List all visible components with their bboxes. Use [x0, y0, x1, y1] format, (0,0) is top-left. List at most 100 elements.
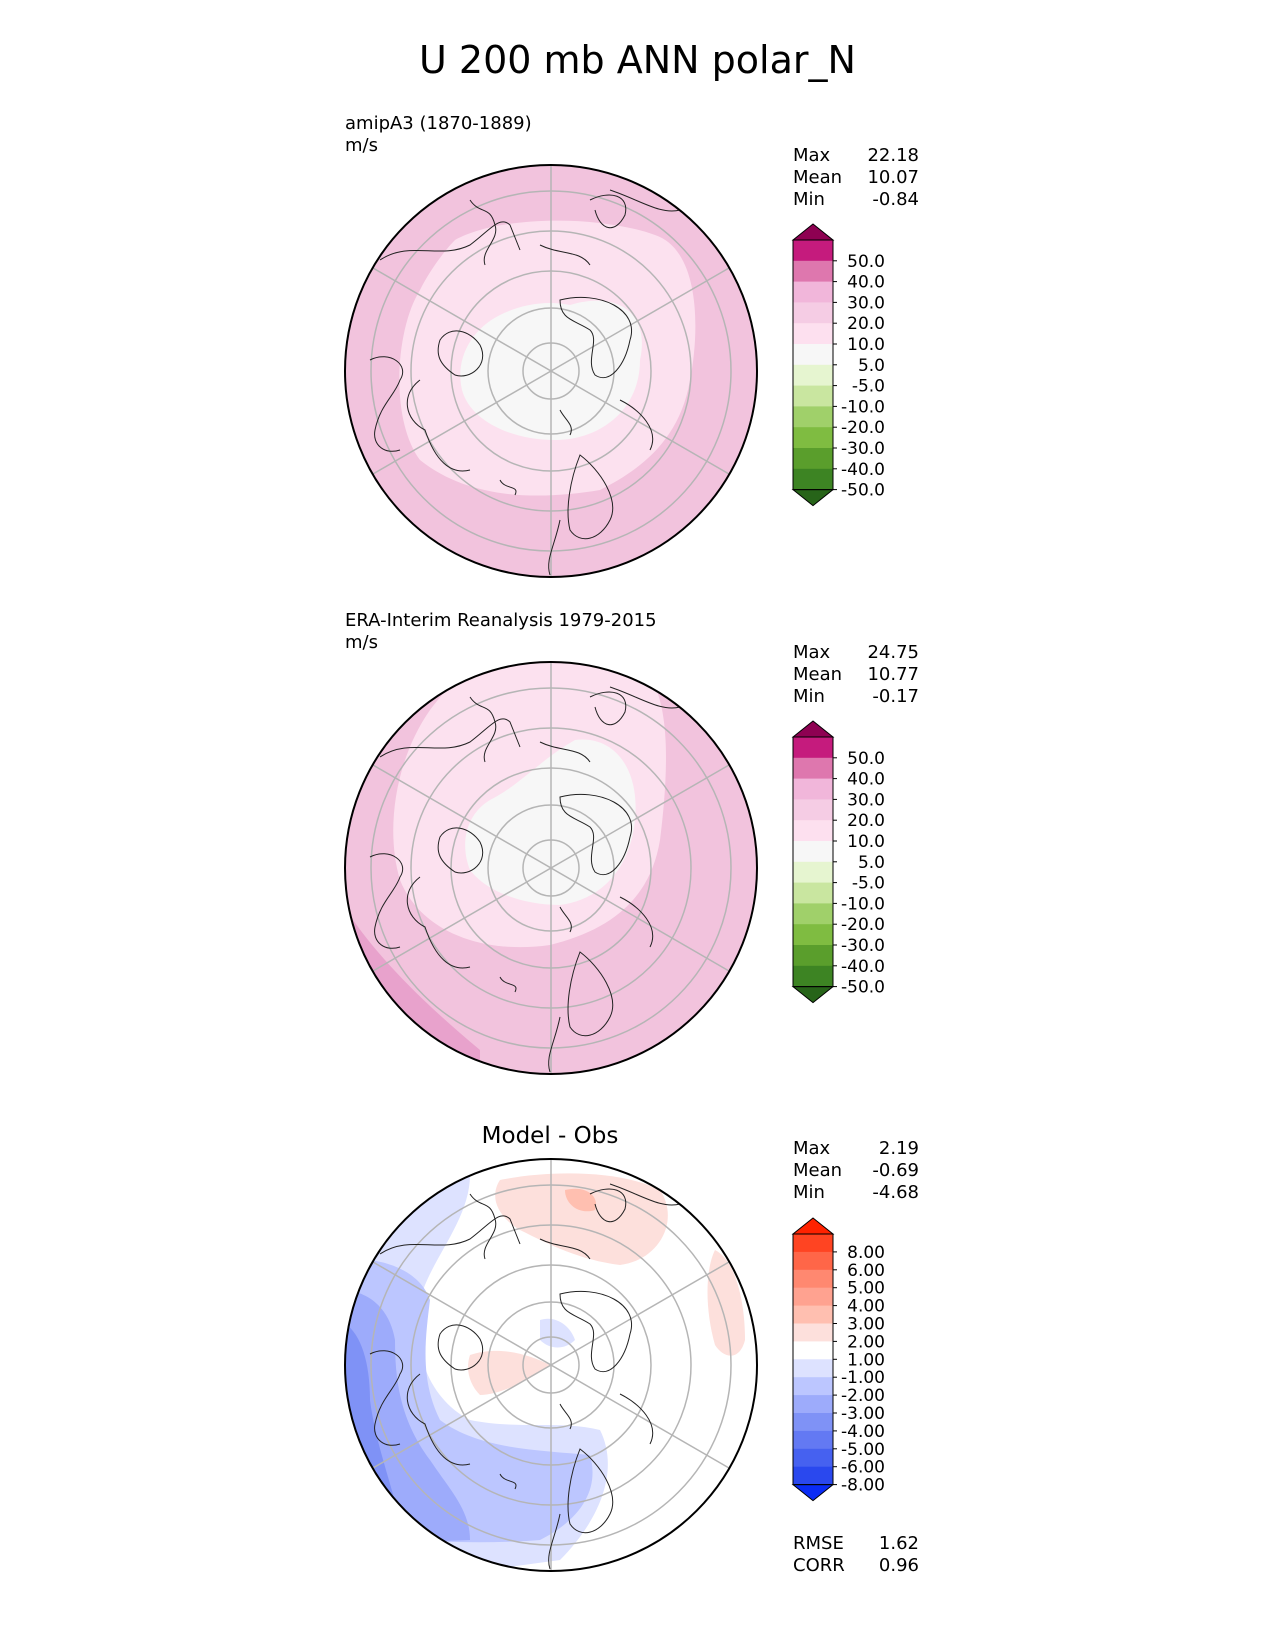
colorbar-segment: [793, 841, 833, 863]
colorbar-segment: [793, 302, 833, 324]
colorbar-segment: [793, 924, 833, 946]
colorbar-extend-bottom: [791, 986, 835, 1004]
panel1-heading: amipA3 (1870-1889): [345, 113, 532, 134]
colorbar-tick-label: 10.0: [847, 335, 885, 355]
colorbar-segment: [793, 965, 833, 988]
colorbar-segment: [793, 1413, 833, 1432]
colorbar-segment: [793, 406, 833, 428]
panel2-heading: ERA-Interim Reanalysis 1979-2015: [345, 610, 657, 631]
colorbar-segment: [793, 281, 833, 303]
colorbar-tick-label: -4.00: [841, 1422, 885, 1442]
colorbar-segment: [793, 427, 833, 449]
colorbar-segment: [793, 1287, 833, 1307]
colorbar-amip: 50.040.030.020.010.05.0-5.0-10.0-20.0-30…: [791, 223, 885, 507]
colorbar-extend-top: [791, 720, 835, 738]
colorbar-tick-label: -3.00: [841, 1404, 885, 1424]
colorbar-segment: [793, 757, 833, 780]
map-model-minus-obs: [344, 1158, 758, 1572]
panel3-stats: Max 2.19 Mean -0.69 Min -4.68: [793, 1138, 919, 1204]
stat-label: Mean: [793, 1160, 843, 1181]
map-era-interim: [344, 650, 758, 1075]
panel2-units: m/s: [345, 632, 378, 653]
panel1-units: m/s: [345, 135, 378, 156]
colorbar-tick-label: 50.0: [847, 749, 885, 769]
colorbar-tick-label: 20.0: [847, 811, 885, 831]
colorbar-tick-label: -10.0: [841, 397, 885, 417]
colorbar-segment: [793, 945, 833, 967]
colorbar-tick-label: 3.00: [847, 1315, 885, 1335]
colorbar-tick-label: -5.0: [852, 874, 885, 894]
colorbar-segment: [793, 882, 833, 904]
colorbar-segment: [793, 240, 833, 262]
colorbar-segment: [793, 1430, 833, 1450]
stat-value: -4.68: [872, 1182, 919, 1203]
colorbar-segment: [793, 799, 833, 821]
colorbar-tick-label: 40.0: [847, 273, 885, 293]
colorbar-extend-bottom: [791, 489, 835, 507]
contour-band-20-30-top: [440, 650, 600, 660]
stat-label: Max: [793, 145, 831, 166]
map-amip: [344, 164, 758, 578]
colorbar-tick-label: -50.0: [841, 978, 885, 998]
colorbar-tick-label: 5.00: [847, 1279, 885, 1299]
colorbar-tick-label: -2.00: [841, 1386, 885, 1406]
graticule: [370, 165, 732, 577]
colorbar-tick-label: 50.0: [847, 252, 885, 272]
colorbar-extend-top: [791, 1217, 835, 1235]
colorbar-tick-label: -20.0: [841, 915, 885, 935]
colorbar-tick-label: 5.0: [858, 853, 885, 873]
colorbar-tick-label: -5.00: [841, 1440, 885, 1460]
stat-label: Mean: [793, 167, 843, 188]
colorbar-tick-label: -20.0: [841, 418, 885, 438]
colorbar-extend-top: [791, 223, 835, 241]
colorbar-segment: [793, 344, 833, 366]
colorbar-tick-label: 2.00: [847, 1332, 885, 1352]
map-amip-fill: [345, 165, 757, 577]
colorbar-segment: [793, 1251, 833, 1271]
colorbar-tick-label: 10.0: [847, 832, 885, 852]
colorbar-tick-label: 6.00: [847, 1261, 885, 1281]
colorbar-segment: [793, 1305, 833, 1324]
colorbar-segment: [793, 1359, 833, 1378]
colorbar-era-interim: 50.040.030.020.010.05.0-5.0-10.0-20.0-30…: [791, 720, 885, 1004]
colorbar-segment: [793, 1269, 833, 1289]
stat-value: 2.19: [878, 1138, 919, 1159]
colorbar-segment: [793, 323, 833, 345]
stat-value: 22.18: [867, 145, 919, 166]
stat-label: Min: [793, 1182, 825, 1203]
colorbar-segment: [793, 1341, 833, 1360]
contour-band-pos1-pos2-east: [707, 1250, 745, 1356]
contour-band-neg1-neg2-center: [540, 1318, 575, 1348]
colorbar-tick-label: 5.0: [858, 356, 885, 376]
colorbar-tick-label: 4.00: [847, 1297, 885, 1317]
coastlines: [369, 189, 681, 576]
colorbar-tick-label: 1.00: [847, 1350, 885, 1370]
stat-value: -0.69: [872, 1160, 919, 1181]
panel2-stats: Max 24.75 Mean 10.77 Min -0.17: [793, 642, 919, 708]
colorbar-segment: [793, 737, 833, 759]
colorbar-segment: [793, 861, 833, 884]
colorbar-segment: [793, 903, 833, 925]
colorbar-tick-label: -6.00: [841, 1458, 885, 1478]
colorbar-tick-label: -10.0: [841, 894, 885, 914]
colorbar-extend-bottom: [791, 1484, 835, 1502]
stat-label: Mean: [793, 664, 843, 685]
stat-label: Min: [793, 686, 825, 707]
metric-value: 1.62: [878, 1533, 919, 1554]
panel1-stats: Max 22.18 Mean 10.07 Min -0.84: [793, 145, 919, 211]
colorbar-tick-label: -8.00: [841, 1476, 885, 1496]
colorbar-segment: [793, 1377, 833, 1396]
colorbar-segment: [793, 1323, 833, 1342]
colorbar-segment: [793, 820, 833, 842]
colorbar-tick-label: 40.0: [847, 770, 885, 790]
colorbar-tick-label: -1.00: [841, 1368, 885, 1388]
coastlines: [369, 686, 681, 1073]
stat-value: -0.84: [872, 189, 919, 210]
colorbar-tick-label: -30.0: [841, 936, 885, 956]
colorbar-segment: [793, 364, 833, 387]
colorbar-segment: [793, 468, 833, 491]
colorbar-tick-label: -5.0: [852, 377, 885, 397]
colorbar-tick-label: 30.0: [847, 293, 885, 313]
panel3-metrics: RMSE 1.62 CORR 0.96: [793, 1533, 919, 1577]
colorbar-tick-label: 8.00: [847, 1243, 885, 1263]
